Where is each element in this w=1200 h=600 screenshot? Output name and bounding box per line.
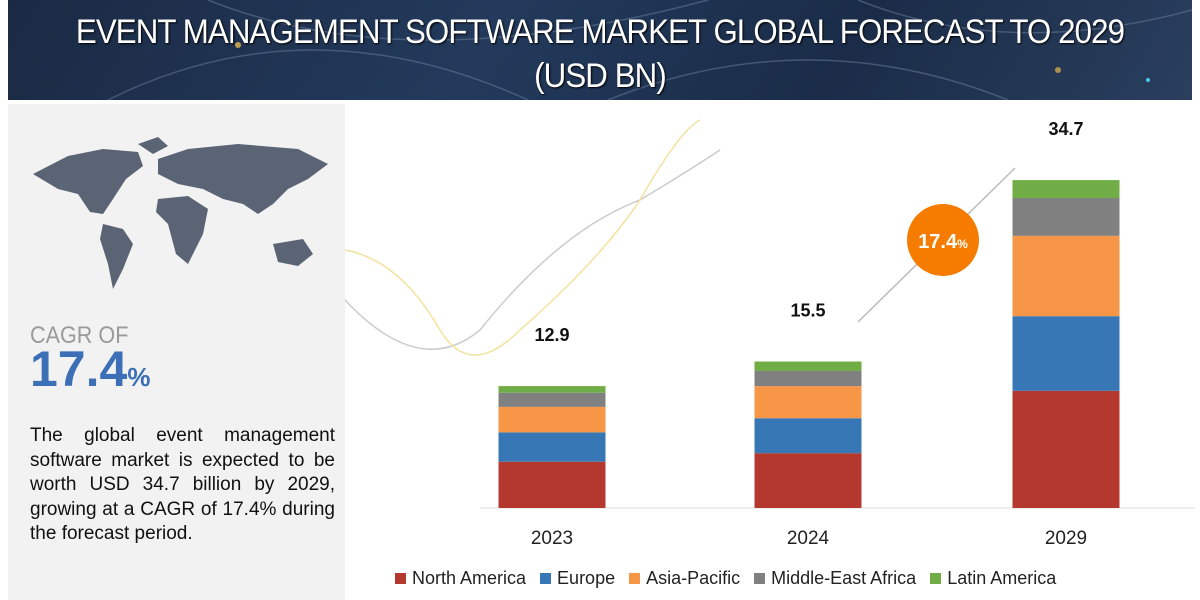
total-label: 34.7: [1048, 119, 1083, 139]
x-tick-label: 2024: [787, 528, 830, 549]
bar-segment-north-america-2029: [1012, 390, 1120, 508]
bar-segment-europe-2023: [498, 432, 606, 462]
bar-segment-latin-america-2023: [498, 386, 606, 393]
legend-item: Europe: [540, 568, 615, 589]
bar-segment-asia-pacific-2023: [498, 406, 606, 433]
bar-segment-latin-america-2024: [754, 361, 862, 371]
legend-label: Latin America: [947, 568, 1057, 588]
page-title: EVENT MANAGEMENT SOFTWARE MARKET GLOBAL …: [75, 13, 1125, 95]
summary-panel: CAGR OF 17.4% The global event managemen…: [8, 104, 345, 600]
cagr-badge-text: 17.4%: [918, 231, 968, 253]
bar-segment-middle-east-africa-2023: [498, 392, 606, 407]
decorative-curve: [344, 119, 701, 356]
network-lines-decoration: [107, 0, 1192, 100]
legend-item: Asia-Pacific: [629, 568, 740, 589]
market-description: The global event management software mar…: [30, 425, 335, 544]
chart-legend: North America Europe Asia-Pacific Middle-Ea…: [395, 568, 1056, 589]
cagr-badge: 17.4%: [907, 204, 979, 276]
bar-segment-latin-america-2029: [1012, 180, 1120, 199]
bar-segment-middle-east-africa-2024: [754, 370, 862, 387]
cagr-badge-circle: [907, 204, 979, 276]
decorative-curve: [344, 149, 721, 350]
legend-label: Europe: [557, 568, 616, 588]
bar-segment-asia-pacific-2024: [754, 386, 862, 419]
legend-swatch: [930, 573, 942, 584]
x-tick-label: 2023: [531, 528, 573, 549]
legend-label: Middle-East Africa: [771, 568, 917, 588]
x-tick-label: 2029: [1045, 528, 1087, 549]
cagr-value: 17.4%: [30, 340, 150, 398]
legend-swatch: [540, 573, 552, 584]
legend-item: North America: [395, 568, 526, 589]
total-label: 15.5: [790, 301, 825, 321]
legend-item: Latin America: [930, 568, 1056, 589]
legend-swatch: [629, 573, 641, 584]
legend-label: Asia-Pacific: [646, 568, 741, 588]
legend-label: North America: [412, 568, 527, 588]
total-label: 12.9: [534, 325, 569, 345]
cagr-number: 17.4: [30, 341, 128, 397]
legend-item: Middle-East Africa: [754, 568, 916, 589]
bar-segment-north-america-2023: [498, 461, 606, 508]
cagr-unit: %: [127, 362, 151, 392]
bar-segment-europe-2029: [1012, 316, 1120, 391]
legend-swatch: [754, 573, 766, 584]
bar-segment-middle-east-africa-2029: [1012, 198, 1120, 236]
bar-segment-europe-2024: [754, 418, 862, 454]
world-map-icon: [33, 137, 328, 289]
bar-segment-asia-pacific-2029: [1012, 235, 1120, 317]
header-banner: EVENT MANAGEMENT SOFTWARE MARKET GLOBAL …: [8, 0, 1192, 100]
legend-swatch: [395, 573, 406, 584]
bar-segment-north-america-2024: [754, 453, 862, 508]
cagr-label: CAGR OF: [30, 322, 129, 349]
